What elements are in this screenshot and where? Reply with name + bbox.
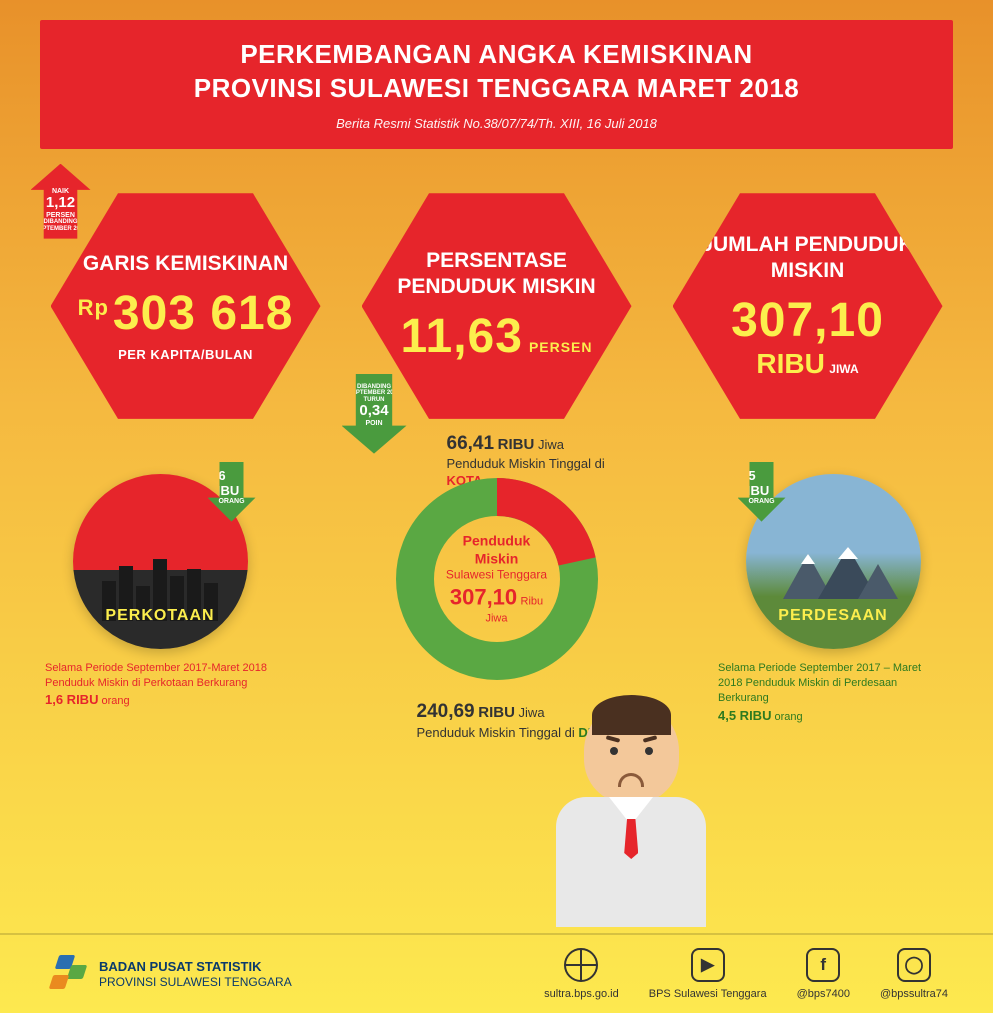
city-illustration: 1,6 RIBU ORANG PERKOTAAN xyxy=(73,474,248,649)
hexagon-row: NAIK 1,12 PERSEN DIBANDING SEPTEMBER 201… xyxy=(30,189,963,424)
instagram-icon: ◯ xyxy=(897,948,931,982)
youtube-icon: ▶ xyxy=(691,948,725,982)
perkotaan-text: Selama Periode September 2017-Maret 2018… xyxy=(45,661,275,710)
bps-logo-icon xyxy=(45,955,89,993)
donut-chart: 66,41 RIBU Jiwa Penduduk Miskin Tinggal … xyxy=(357,474,637,684)
hex-unit: RIBU JIWA xyxy=(756,348,858,380)
hex-unit: PER KAPITA/BULAN xyxy=(118,347,253,362)
header-subtitle: Berita Resmi Statistik No.38/07/74/Th. X… xyxy=(60,116,933,131)
person-illustration xyxy=(536,703,726,933)
hex-card: GARIS KEMISKINAN Rp303 618 PER KAPITA/BU… xyxy=(51,189,321,424)
hex-garis-kemiskinan: NAIK 1,12 PERSEN DIBANDING SEPTEMBER 201… xyxy=(41,189,331,424)
main-title: PERKEMBANGAN ANGKA KEMISKINAN PROVINSI S… xyxy=(60,38,933,106)
hex-title: PERSENTASE PENDUDUK MISKIN xyxy=(382,248,612,298)
perkotaan-card: 1,6 RIBU ORANG PERKOTAAN Selama Periode … xyxy=(45,474,275,710)
bps-logo: BADAN PUSAT STATISTIK PROVINSI SULAWESI … xyxy=(45,955,292,993)
footer-facebook[interactable]: f @bps7400 xyxy=(797,948,850,1000)
footer-website[interactable]: sultra.bps.go.id xyxy=(544,948,619,1000)
hex-value: 307,10 xyxy=(731,293,884,348)
facebook-icon: f xyxy=(806,948,840,982)
arrow-down-badge: DIBANDING SEPTEMBER 2017 TURUN 0,34 POIN xyxy=(342,374,407,454)
perdesaan-card: 4,5 RIBU ORANG PERDESAAN Selama Periode … xyxy=(718,474,948,726)
donut-center: Penduduk Miskin Sulawesi Tenggara 307,10… xyxy=(444,531,549,626)
globe-icon xyxy=(564,948,598,982)
middle-section: 1,6 RIBU ORANG PERKOTAAN Selama Periode … xyxy=(45,474,948,726)
perdesaan-arrow: 4,5 RIBU ORANG xyxy=(738,462,786,522)
arrow-up-badge: NAIK 1,12 PERSEN DIBANDING SEPTEMBER 201… xyxy=(31,164,91,239)
perdesaan-label: PERDESAAN xyxy=(746,607,921,625)
footer-instagram[interactable]: ◯ @bpssultra74 xyxy=(880,948,948,1000)
perkotaan-label: PERKOTAAN xyxy=(73,607,248,625)
hex-value: 11,63PERSEN xyxy=(400,309,592,364)
hex-title: JUMLAH PENDUDUK MISKIN xyxy=(693,232,923,282)
hex-card: PERSENTASE PENDUDUK MISKIN 11,63PERSEN xyxy=(362,189,632,424)
mountains-icon xyxy=(763,539,903,609)
footer: BADAN PUSAT STATISTIK PROVINSI SULAWESI … xyxy=(0,933,993,1013)
hex-jumlah: JUMLAH PENDUDUK MISKIN 307,10 RIBU JIWA xyxy=(663,189,953,424)
hex-title: GARIS KEMISKINAN xyxy=(83,251,288,276)
hex-card: JUMLAH PENDUDUK MISKIN 307,10 RIBU JIWA xyxy=(673,189,943,424)
header-banner: PERKEMBANGAN ANGKA KEMISKINAN PROVINSI S… xyxy=(40,20,953,149)
hex-persentase: PERSENTASE PENDUDUK MISKIN 11,63PERSEN D… xyxy=(352,189,642,424)
hex-value: Rp303 618 xyxy=(78,286,294,341)
footer-youtube[interactable]: ▶ BPS Sulawesi Tenggara xyxy=(649,948,767,1000)
village-illustration: 4,5 RIBU ORANG PERDESAAN xyxy=(746,474,921,649)
perkotaan-arrow: 1,6 RIBU ORANG xyxy=(208,462,256,522)
bps-logo-text: BADAN PUSAT STATISTIK PROVINSI SULAWESI … xyxy=(99,959,292,989)
perdesaan-text: Selama Periode September 2017 – Maret 20… xyxy=(718,661,948,726)
